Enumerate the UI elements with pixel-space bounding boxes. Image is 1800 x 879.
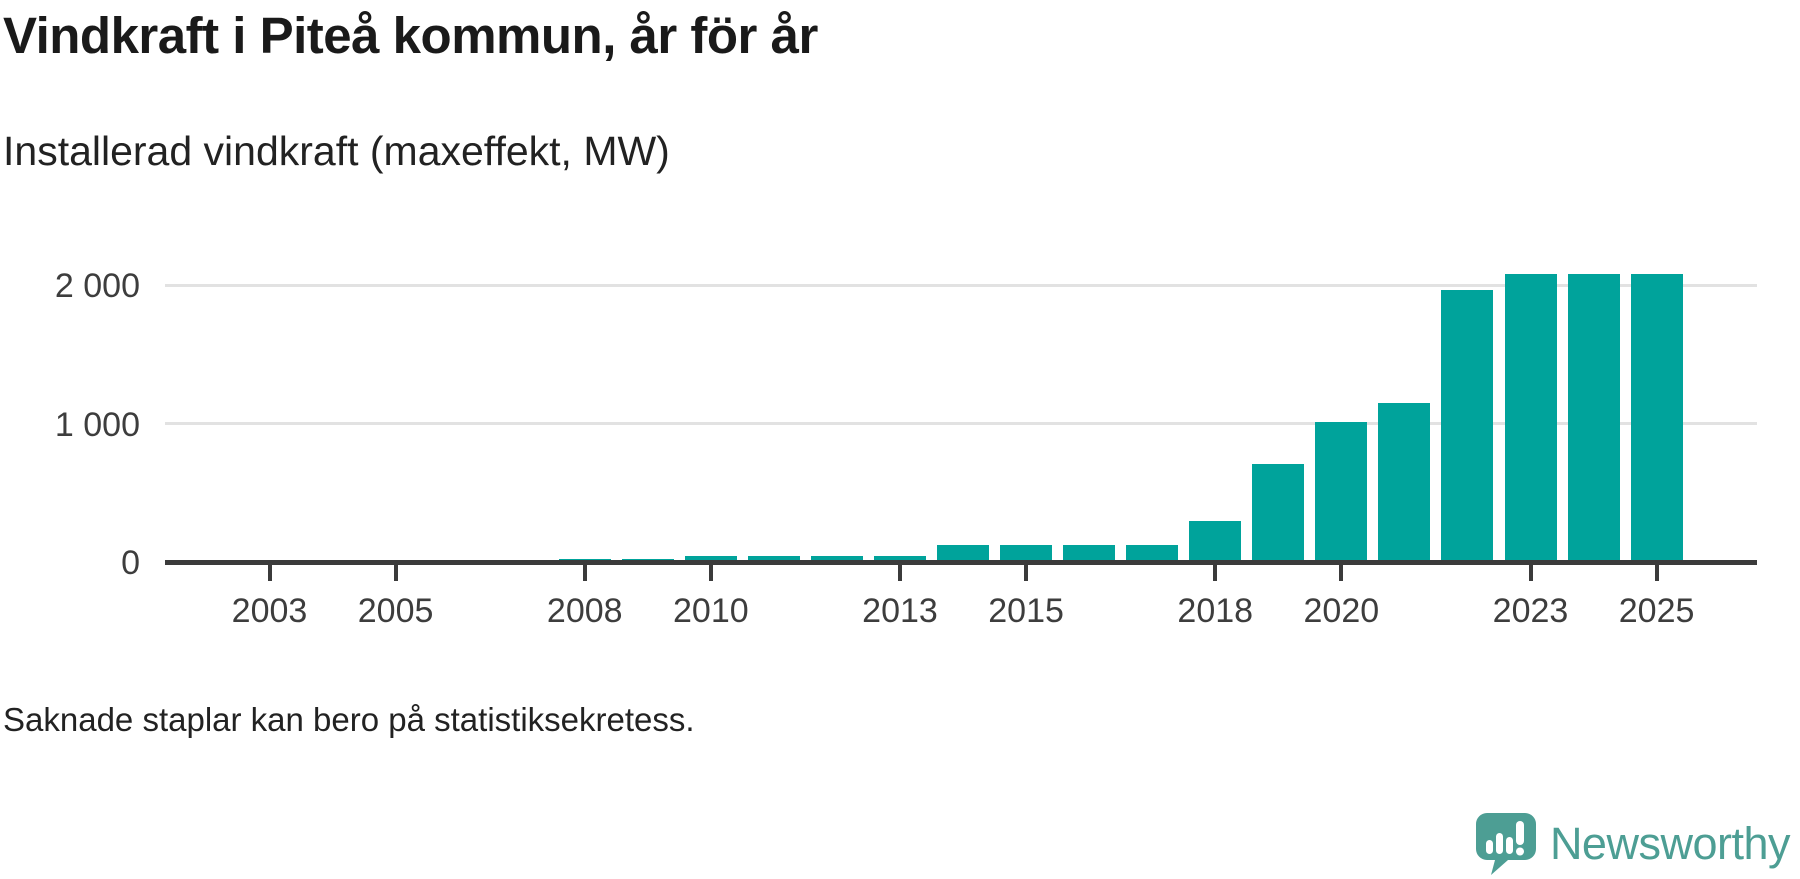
x-axis-label-2005: 2005 [357, 592, 434, 630]
x-axis-line [165, 560, 1757, 565]
y-axis-label-1000: 1 000 [54, 405, 140, 444]
gridline-1000 [165, 422, 1757, 425]
x-tick-2003 [267, 565, 272, 581]
x-axis-label-2015: 2015 [988, 592, 1064, 630]
plot-area: 0 1 000 2 000 2003 2005 2008 2010 2013 2015 2018 2… [54, 267, 1757, 630]
footnote: Saknade staplar kan bero på statistiksek… [3, 701, 695, 738]
bar-2022 [1441, 289, 1494, 564]
x-axis-label-2018: 2018 [1177, 592, 1254, 630]
bar-2018 [1189, 521, 1242, 564]
x-tick-2005 [393, 565, 398, 581]
brand-name: Newsworthy [1549, 818, 1791, 869]
x-tick-2013 [898, 565, 902, 581]
bar-2013 [874, 555, 926, 564]
x-tick-2010 [708, 565, 713, 581]
bar-2024 [1567, 273, 1620, 564]
x-axis-label-2023: 2023 [1492, 592, 1569, 630]
x-axis-label-2013: 2013 [862, 592, 938, 630]
bar-2015 [1000, 544, 1053, 564]
x-axis-label-2003: 2003 [231, 592, 308, 630]
gridline-2000 [165, 283, 1757, 287]
bar-2016 [1063, 544, 1116, 564]
chart-subtitle: Installerad vindkraft (maxeffekt, MW) [3, 128, 670, 174]
bar-2017 [1126, 544, 1179, 564]
x-axis-label-2008: 2008 [546, 592, 623, 630]
x-axis-label-2020: 2020 [1303, 592, 1380, 630]
bar-2019 [1252, 463, 1305, 564]
bar-2010 [684, 555, 737, 564]
x-axis-label-2025: 2025 [1618, 592, 1695, 630]
x-tick-2025 [1654, 565, 1659, 581]
x-tick-2015 [1024, 565, 1029, 581]
bar-2014 [937, 544, 990, 564]
brand-lockup: Newsworthy [1475, 812, 1791, 876]
bar-2025 [1630, 273, 1683, 564]
page-title: Vindkraft i Piteå kommun, år för år [3, 7, 818, 64]
x-tick-2020 [1339, 565, 1344, 581]
y-axis-label-2000: 2 000 [54, 267, 140, 305]
bar-2011 [747, 555, 800, 564]
bar-2012 [810, 555, 863, 564]
y-axis-label-0: 0 [121, 544, 140, 582]
x-axis-label-2010: 2010 [673, 592, 749, 630]
bar-2023 [1504, 273, 1557, 564]
x-tick-2018 [1213, 565, 1218, 581]
bar-2020 [1315, 422, 1368, 564]
newsworthy-logo-icon [1475, 813, 1536, 875]
bar-2021 [1378, 402, 1431, 564]
x-tick-2008 [582, 565, 587, 581]
x-tick-2023 [1528, 565, 1533, 581]
